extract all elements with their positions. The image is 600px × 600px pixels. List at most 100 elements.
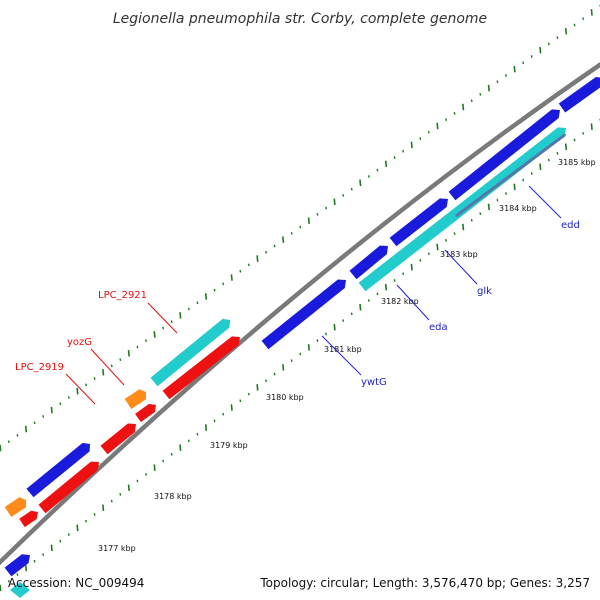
guide-dot	[419, 137, 422, 140]
guide-dot	[265, 379, 267, 383]
guide-dot	[513, 65, 516, 73]
guide-dot	[230, 274, 233, 281]
guide-dot	[359, 303, 362, 311]
gene-feature-forward	[4, 554, 30, 577]
guide-dot	[93, 377, 96, 380]
guide-dot	[119, 493, 122, 496]
gene-labels: LPC_2921 yozG LPC_2919 ywtG eda glk edd	[15, 185, 580, 405]
guide-dot	[462, 223, 465, 231]
guide-dot	[479, 93, 482, 96]
guide-dot	[85, 383, 87, 387]
tick-label: 3183 kbp	[440, 250, 478, 259]
guide-dot	[282, 364, 285, 371]
gene-label-leader	[321, 335, 362, 376]
guide-dot	[24, 564, 28, 572]
guide-dot	[402, 149, 405, 153]
gene-feature-reverse	[4, 497, 26, 517]
gene-label: yozG	[67, 337, 92, 348]
accession-text: Accession: NC_009494	[8, 576, 144, 590]
guide-dot	[256, 255, 259, 262]
guide-dot	[539, 46, 542, 54]
guide-dot	[556, 36, 559, 39]
guide-dot	[145, 339, 147, 343]
guide-dot	[162, 326, 165, 330]
guide-dot	[24, 425, 28, 433]
guide-dot	[110, 499, 113, 503]
tick-label: 3179 kbp	[210, 441, 248, 450]
guide-dot	[350, 187, 353, 191]
gene-label-leader	[528, 185, 562, 219]
dotted-guide-lines	[0, 4, 600, 592]
guide-dot	[7, 440, 10, 444]
guide-dot	[582, 132, 585, 135]
gene-feature-reverse	[26, 442, 90, 498]
guide-dot	[325, 206, 327, 210]
gene-label-leader	[396, 284, 430, 321]
gene-label-leader	[147, 302, 178, 334]
guide-dot	[522, 61, 525, 65]
guide-dot	[316, 213, 319, 216]
guide-dot	[102, 368, 105, 376]
guide-dot	[33, 421, 36, 425]
guide-dot	[367, 299, 370, 302]
guide-dot	[290, 231, 293, 235]
guide-dot	[67, 396, 70, 399]
guide-dot	[16, 434, 19, 437]
guide-dot	[33, 559, 36, 563]
guide-dot	[376, 292, 379, 296]
guide-dot	[359, 179, 362, 187]
guide-dot	[410, 141, 413, 149]
guide-dot	[556, 152, 559, 155]
guide-dot	[367, 175, 370, 178]
guide-dot	[222, 282, 225, 286]
guide-dot	[273, 244, 276, 248]
guide-dot	[530, 55, 533, 58]
gene-feature-reverse	[38, 461, 99, 514]
gene-label-leader	[90, 348, 125, 386]
guide-dot	[427, 130, 430, 134]
guide-dot	[187, 307, 190, 311]
guide-dot	[573, 138, 576, 142]
guide-dot	[179, 312, 182, 319]
guide-dot	[247, 263, 250, 267]
guide-dot	[427, 252, 430, 256]
guide-dot	[419, 259, 422, 262]
guide-dot	[573, 23, 576, 27]
guide-dot	[590, 123, 593, 130]
guide-dot	[93, 513, 96, 516]
guide-dot	[453, 232, 456, 236]
guide-dot	[42, 553, 45, 556]
guide-dot	[102, 504, 105, 512]
guide-dot	[230, 404, 233, 411]
guide-dot	[76, 524, 79, 532]
guide-dot	[436, 122, 439, 130]
guide-dot	[505, 192, 507, 195]
gene-feature-reverse	[135, 403, 156, 423]
guide-dot	[393, 279, 396, 282]
guide-dot	[513, 183, 516, 191]
gene-glk	[358, 127, 566, 292]
guide-dot	[290, 359, 293, 363]
guide-dot	[564, 27, 568, 35]
tick-label: 3181 kbp	[324, 345, 362, 354]
gene-label: LPC_2919	[15, 362, 64, 373]
guide-dot	[187, 439, 190, 443]
guide-dot	[299, 225, 302, 229]
genome-summary-text: Topology: circular; Length: 3,576,470 bp…	[259, 576, 590, 590]
guide-dot	[239, 399, 242, 403]
guide-dot	[282, 236, 285, 243]
guide-dot	[50, 544, 53, 552]
tick-label: 3184 kbp	[499, 204, 537, 213]
guide-dot	[239, 269, 242, 273]
gene-LPC_2919	[100, 423, 136, 455]
guide-dot	[196, 301, 199, 305]
guide-dot	[59, 402, 62, 406]
guide-dot	[307, 217, 310, 224]
gene-LPC_2921	[150, 318, 230, 387]
guide-dot	[119, 358, 122, 361]
gene-feature-reverse	[10, 582, 30, 598]
guide-dot	[384, 283, 388, 291]
guide-dot	[76, 387, 79, 395]
